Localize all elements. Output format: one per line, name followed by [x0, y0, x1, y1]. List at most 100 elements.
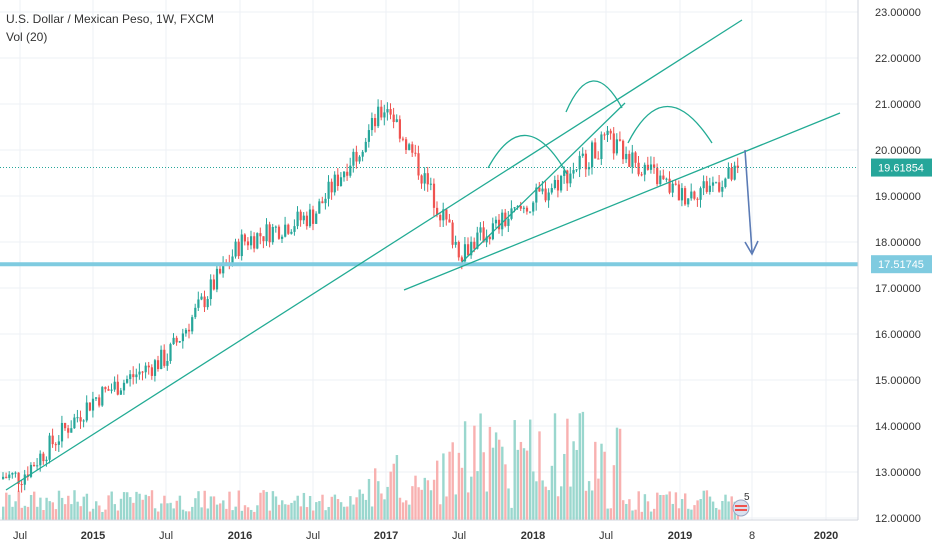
y-tick-label: 21.00000: [875, 99, 921, 111]
candle-body: [591, 142, 594, 168]
volume-bar: [569, 486, 572, 520]
volume-bar: [79, 506, 82, 520]
candle-body: [622, 140, 625, 160]
candle-body: [389, 109, 392, 115]
candle-body: [600, 134, 603, 160]
candle-body: [715, 182, 718, 184]
candle-body: [501, 212, 504, 230]
x-tick-label: 2020: [814, 530, 838, 542]
candle-body: [513, 207, 516, 209]
volume-bar: [445, 496, 448, 520]
head-arc: [565, 80, 623, 113]
candle-body: [243, 234, 246, 242]
volume-bar: [330, 496, 333, 520]
candle-body: [274, 226, 277, 228]
candle-body: [45, 459, 48, 462]
candle-body: [417, 153, 420, 176]
volume-bar: [687, 508, 690, 520]
candle-body: [420, 175, 423, 184]
volume-bar: [591, 490, 594, 520]
volume-bar: [432, 479, 436, 520]
volume-bar: [206, 508, 209, 520]
candle-body: [144, 365, 147, 373]
candle-body: [628, 153, 631, 167]
volume-bar: [110, 491, 113, 520]
volume-bar: [212, 496, 216, 520]
volume-bar: [587, 481, 591, 520]
candle-body: [680, 188, 684, 201]
candle-body: [85, 402, 88, 421]
volume-bar: [33, 491, 36, 520]
volume-bar: [178, 495, 182, 520]
candle-body: [29, 464, 33, 477]
volume-bar: [281, 500, 284, 520]
candle-body: [436, 207, 439, 215]
volume-bar: [203, 490, 206, 520]
volume-bar: [563, 453, 566, 520]
volume-bar: [451, 442, 454, 520]
volume-bar: [494, 432, 498, 520]
candle-body: [432, 183, 436, 208]
current-price-badge: 19.61854: [878, 163, 924, 175]
candle-body: [423, 173, 426, 184]
candle-body: [299, 211, 302, 221]
candle-body: [135, 374, 138, 378]
volume-bar: [116, 510, 120, 520]
volume-bar: [380, 493, 383, 520]
volume-bar: [271, 491, 275, 520]
volume-bar: [349, 496, 352, 520]
volume-bar: [346, 506, 349, 520]
candle-body: [448, 219, 451, 223]
candle-body: [2, 476, 5, 479]
candle-body: [485, 236, 488, 243]
candle-body: [730, 167, 733, 180]
volume-bar: [386, 486, 389, 520]
volume-bar: [250, 509, 253, 520]
candle-body: [39, 453, 42, 466]
candle-body: [705, 181, 708, 192]
volume-bar: [429, 490, 433, 520]
volume-bar: [405, 500, 408, 520]
x-tick-label: 8: [749, 530, 755, 542]
candle-body: [631, 152, 634, 167]
candle-body: [361, 151, 364, 157]
candle-body: [237, 241, 240, 257]
candle-body: [113, 381, 116, 390]
candle-body: [566, 170, 569, 184]
volume-bar: [324, 510, 327, 520]
candle-body: [646, 164, 649, 170]
candle-body: [383, 112, 386, 118]
candle-body: [476, 232, 479, 249]
volume-bar: [274, 496, 278, 520]
volume-bar: [482, 452, 485, 520]
candle-body: [157, 360, 160, 370]
candle-body: [414, 152, 417, 154]
volume-bar: [188, 511, 191, 520]
volume-bar: [240, 510, 244, 520]
candle-body: [222, 262, 225, 274]
candle-body: [321, 201, 324, 204]
volume-bar: [408, 504, 411, 520]
volume-bar: [705, 490, 709, 520]
volume-bar: [401, 502, 405, 520]
volume-bar: [228, 491, 231, 520]
candle-body: [662, 175, 665, 180]
candle-body: [271, 227, 274, 243]
volume-bar: [157, 511, 160, 520]
candle-body: [290, 231, 293, 234]
candle-body: [479, 227, 482, 233]
volume-bar: [724, 494, 727, 520]
candle-body: [302, 215, 305, 221]
candle-body: [33, 464, 36, 467]
candle-body: [507, 218, 510, 226]
candle-body: [618, 139, 622, 141]
volume-bar: [519, 441, 523, 520]
volume-bar: [383, 499, 386, 520]
volume-bar: [48, 501, 51, 520]
volume-bar: [525, 450, 529, 520]
volume-bar: [336, 499, 340, 520]
candle-body: [315, 213, 318, 224]
volume-bar: [141, 499, 144, 520]
volume-bar: [609, 508, 612, 520]
